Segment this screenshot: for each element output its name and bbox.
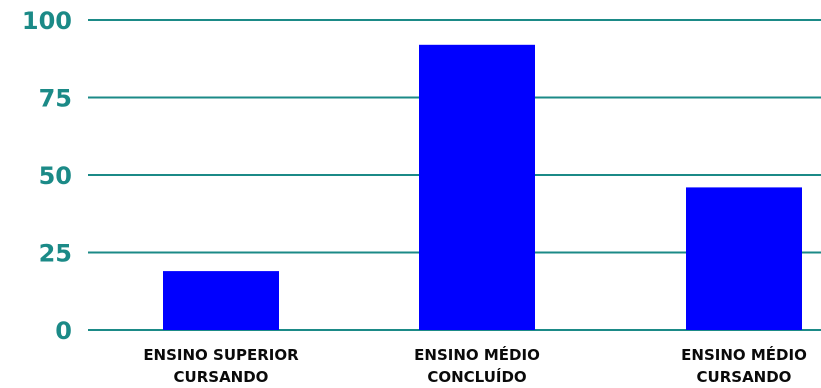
y-tick-label: 100 (22, 7, 72, 35)
x-axis-category-labels: ENSINO SUPERIOR CURSANDO ENSINO MÉDIO CONCL… (143, 345, 807, 386)
bars (163, 44, 802, 331)
x-category-label: ENSINO SUPERIOR CURSANDO (143, 346, 299, 386)
x-category-label: ENSINO MÉDIO CURSANDO (681, 345, 807, 386)
bar-3 (686, 187, 802, 330)
bar-1 (163, 271, 279, 330)
y-tick-label: 50 (39, 162, 72, 190)
bar-2 (419, 44, 535, 331)
x-category-label: ENSINO MÉDIO CONCLUÍDO (414, 345, 540, 386)
y-tick-label: 0 (55, 317, 72, 345)
y-tick-label: 25 (39, 240, 72, 268)
y-tick-label: 75 (39, 85, 72, 113)
y-axis-tick-labels: 0 25 50 75 100 (22, 7, 72, 345)
